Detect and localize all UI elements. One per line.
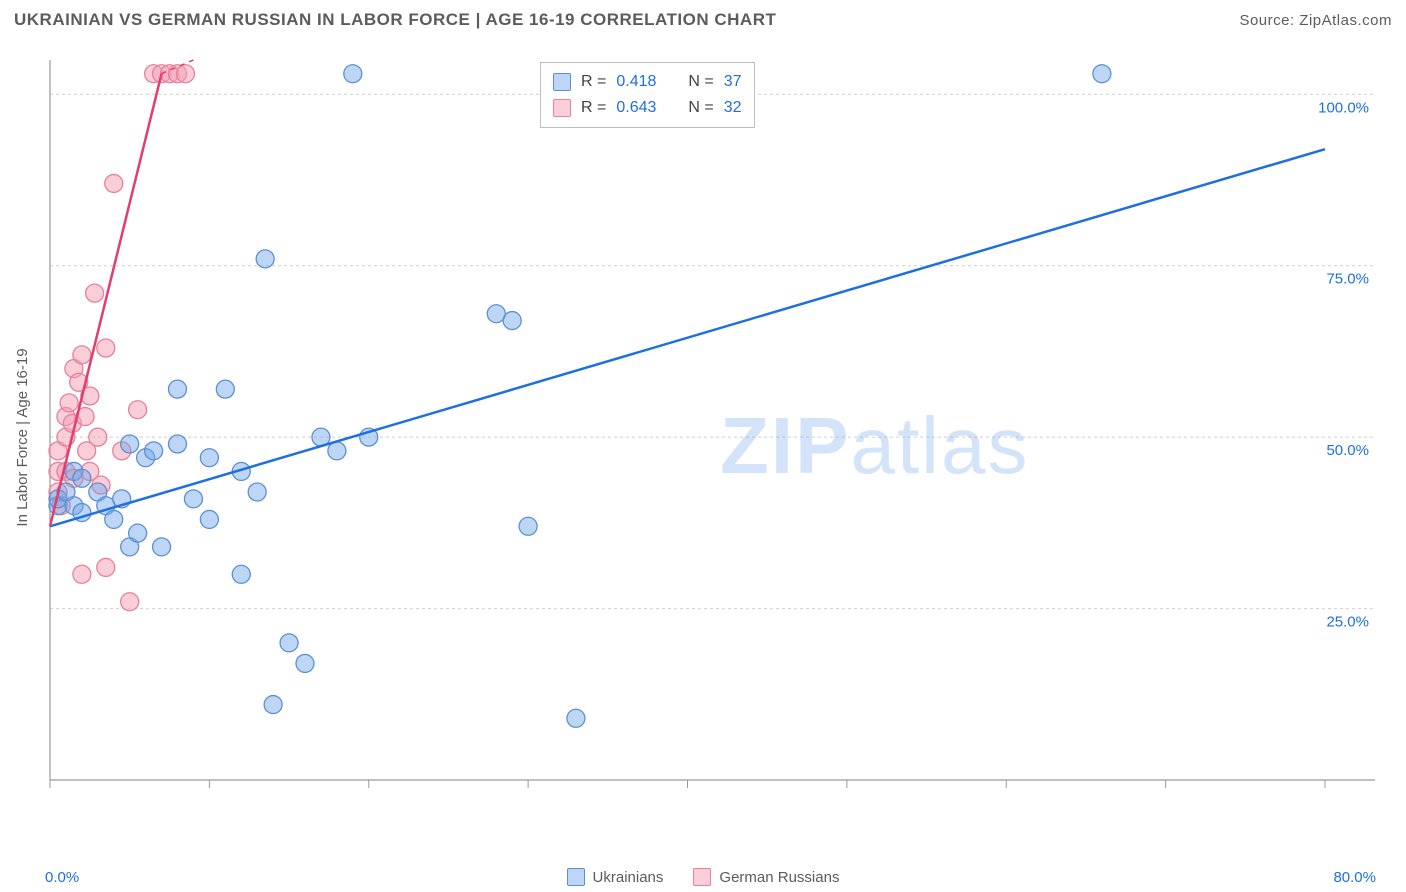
svg-text:75.0%: 75.0% [1326, 271, 1369, 288]
r-label: R = [581, 95, 606, 121]
svg-text:25.0%: 25.0% [1326, 614, 1369, 631]
n-label: N = [688, 69, 713, 95]
chart-svg: 25.0% 50.0% 75.0% 100.0% [45, 55, 1375, 810]
svg-text:100.0%: 100.0% [1318, 99, 1369, 116]
bottom-legend: Ukrainians German Russians [0, 868, 1406, 886]
legend-label: German Russians [719, 869, 839, 886]
legend-item-ukrainians: Ukrainians [567, 868, 664, 886]
ukrainians-swatch-icon [553, 73, 571, 91]
n-value-ukrainians: 37 [724, 69, 742, 95]
legend-item-german-russians: German Russians [693, 868, 839, 886]
r-label: R = [581, 69, 606, 95]
german-russians-swatch-icon [553, 99, 571, 117]
r-value-german-russians: 0.643 [616, 95, 656, 121]
y-axis-label: In Labor Force | Age 16-19 [14, 259, 31, 437]
plot-area: 25.0% 50.0% 75.0% 100.0% [45, 55, 1375, 810]
n-value-german-russians: 32 [724, 95, 742, 121]
german-russians-swatch-icon [693, 868, 711, 886]
correlation-stats-box: R = 0.418 N = 37 R = 0.643 N = 32 [540, 62, 755, 128]
n-label: N = [688, 95, 713, 121]
ukrainians-swatch-icon [567, 868, 585, 886]
legend-label: Ukrainians [593, 869, 664, 886]
svg-text:50.0%: 50.0% [1326, 442, 1369, 459]
chart-source: Source: ZipAtlas.com [1239, 12, 1392, 29]
stat-row-german-russians: R = 0.643 N = 32 [553, 95, 742, 121]
r-value-ukrainians: 0.418 [616, 69, 656, 95]
stat-row-ukrainians: R = 0.418 N = 37 [553, 69, 742, 95]
chart-title: UKRAINIAN VS GERMAN RUSSIAN IN LABOR FOR… [14, 10, 776, 30]
